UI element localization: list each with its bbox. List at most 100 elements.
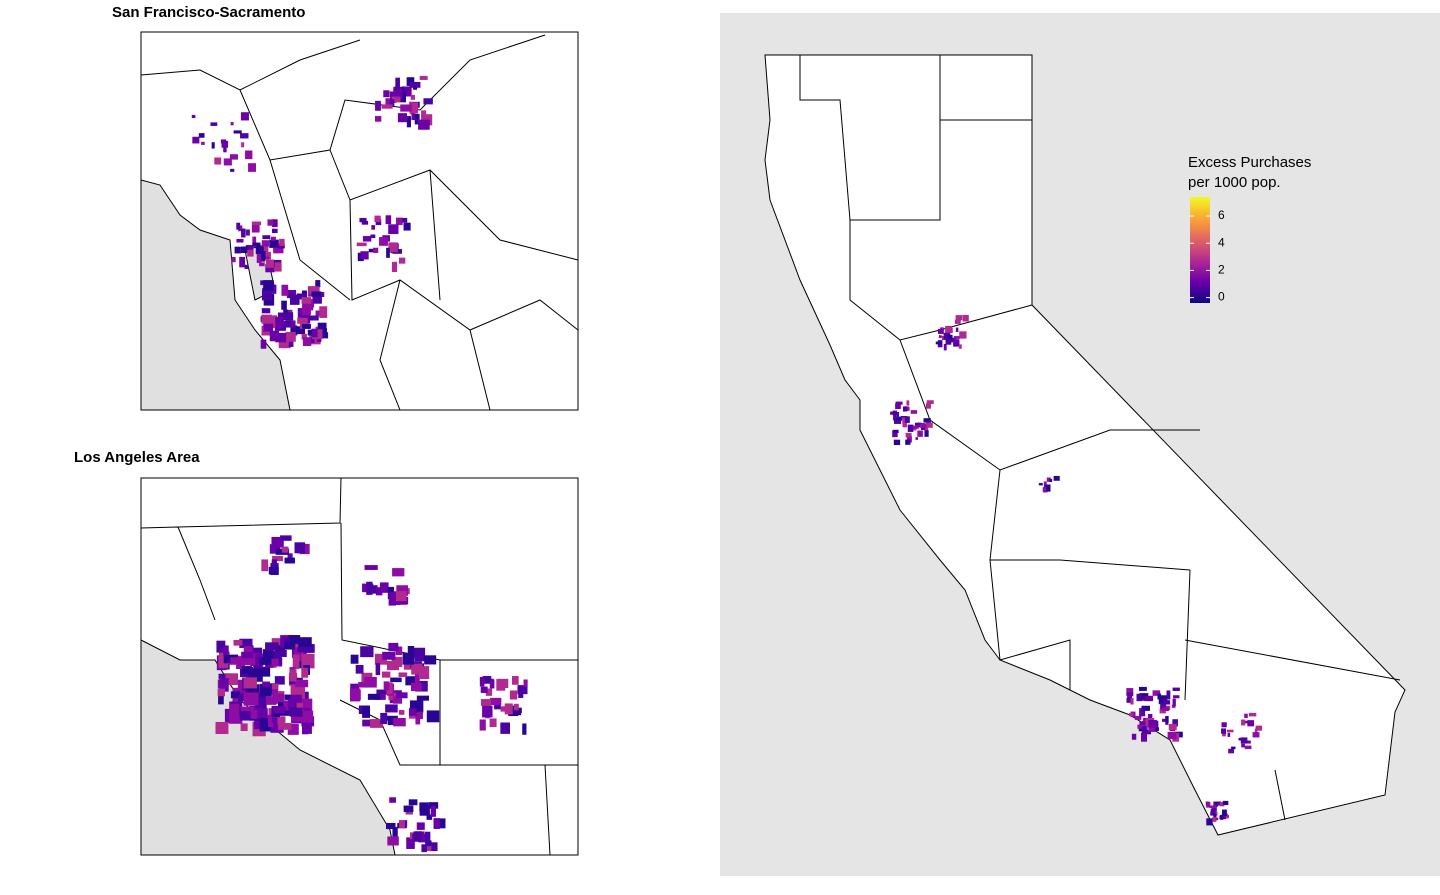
tract-patch <box>504 703 513 715</box>
tract-patch <box>915 437 919 440</box>
tract-patch <box>387 716 395 726</box>
tract-patch <box>263 696 277 705</box>
tract-patch <box>261 559 269 572</box>
tract-patch <box>294 647 305 662</box>
tract-patch <box>1221 722 1227 728</box>
tract-patch <box>513 703 519 711</box>
tract-patch <box>289 669 297 682</box>
tract-patch <box>241 651 254 659</box>
tract-patch <box>273 247 284 254</box>
tract-patch <box>370 719 383 728</box>
tract-patch <box>407 645 415 659</box>
tract-patch <box>1214 801 1218 807</box>
tract-patch <box>301 297 312 304</box>
tract-patch <box>236 238 244 243</box>
tract-patch <box>374 653 387 665</box>
tract-patch <box>315 280 321 288</box>
tract-patch <box>218 694 224 705</box>
tract-patch <box>414 113 420 125</box>
tract-patch <box>962 315 969 322</box>
tract-patch <box>1206 818 1213 826</box>
tract-patch <box>400 91 406 103</box>
tract-patch <box>917 422 922 426</box>
tract-patch <box>272 706 286 714</box>
tract-patch <box>1172 698 1176 707</box>
tract-patch <box>419 666 430 680</box>
tract-patch <box>385 215 392 225</box>
tract-patch <box>391 96 401 103</box>
tract-patch <box>920 423 927 428</box>
tract-patch <box>269 544 281 554</box>
tract-patch <box>1255 725 1263 731</box>
tract-patch <box>306 299 314 311</box>
tract-patch <box>1166 690 1171 700</box>
tract-patch <box>246 684 260 694</box>
tract-patch <box>237 679 245 693</box>
tract-patch <box>230 691 241 699</box>
tract-patch <box>256 253 262 264</box>
tract-patch <box>229 703 240 719</box>
tract-patch <box>376 689 388 695</box>
tract-patch <box>935 341 942 345</box>
tract-patch <box>958 344 962 349</box>
tract-patch <box>304 724 312 734</box>
tract-patch <box>1141 726 1146 735</box>
county-borders <box>799 55 1401 821</box>
tract-patch <box>1151 727 1160 731</box>
tract-patch <box>355 664 364 674</box>
tract-patch <box>924 427 929 432</box>
tract-patch <box>291 713 306 722</box>
tract-patch <box>261 290 273 301</box>
tract-patch <box>1231 746 1236 750</box>
tract-patch <box>285 331 296 342</box>
tract-patch <box>278 723 292 730</box>
tract-patch <box>386 247 390 258</box>
tract-patch <box>259 262 265 267</box>
tract-patch <box>406 116 412 128</box>
tick-label: 0 <box>1218 290 1225 304</box>
tract-patch <box>516 707 522 713</box>
tract-patch <box>392 826 398 837</box>
tract-patch <box>1168 724 1177 731</box>
tract-patch <box>1126 688 1134 696</box>
tract-patch <box>416 822 425 830</box>
tract-patch <box>481 699 492 706</box>
tract-patch <box>895 403 901 410</box>
state-outline <box>764 54 1406 836</box>
tract-patch <box>382 651 396 660</box>
tract-patch <box>405 676 419 686</box>
tract-patch <box>218 673 230 679</box>
tract-patch <box>280 535 292 541</box>
tract-patch <box>512 676 519 685</box>
tract-patch <box>1244 740 1251 744</box>
tract-patch <box>317 322 327 334</box>
tract-patch <box>287 553 293 559</box>
tract-patch <box>482 676 492 684</box>
tract-patch <box>388 592 396 606</box>
tract-patch <box>925 422 933 428</box>
tract-patch <box>402 652 415 665</box>
tract-patch <box>272 228 278 234</box>
tract-patch <box>262 681 270 687</box>
tract-patch <box>385 98 390 109</box>
tract-patch <box>271 536 284 548</box>
tract-patch <box>1227 732 1231 737</box>
tract-patch <box>375 116 382 122</box>
tract-patch <box>1148 725 1156 732</box>
tract-patch <box>396 692 408 699</box>
tract-patch <box>241 666 252 674</box>
tract-patch <box>1162 703 1167 710</box>
tract-patch <box>225 673 232 679</box>
tract-patch <box>238 225 243 232</box>
tract-patch <box>366 581 373 595</box>
tract-patch <box>301 644 315 653</box>
tract-patch <box>1130 698 1134 705</box>
tract-patch <box>907 424 914 432</box>
tract-patch <box>360 251 369 260</box>
tract-patch <box>1173 695 1180 699</box>
tract-patch <box>895 401 903 405</box>
tract-patch <box>267 219 273 226</box>
tract-patch <box>245 229 250 236</box>
tract-patch <box>359 217 367 223</box>
tract-patch <box>1172 719 1178 727</box>
